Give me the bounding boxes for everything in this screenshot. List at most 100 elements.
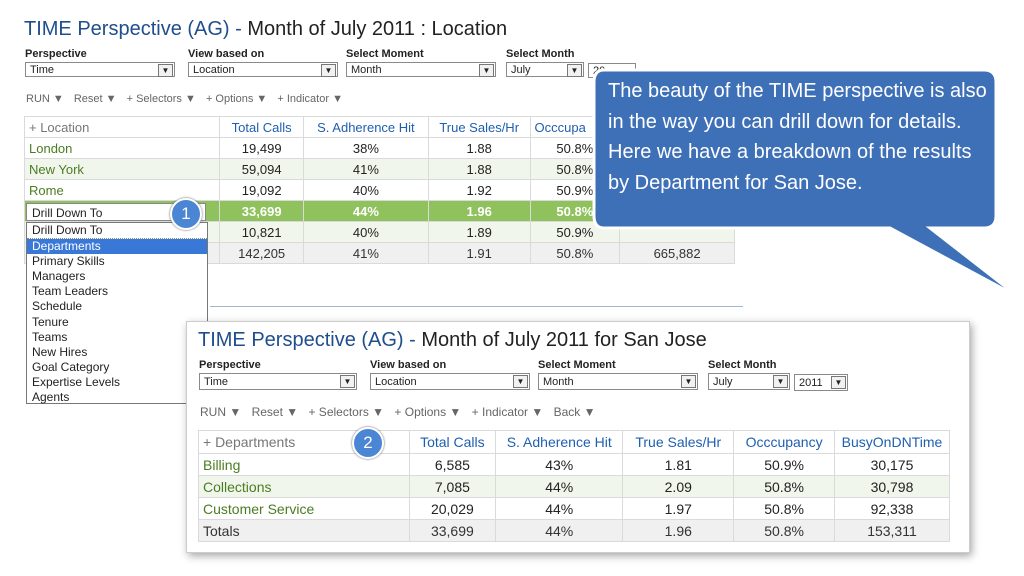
cell: 44%	[495, 475, 624, 498]
cell: 2.09	[622, 475, 735, 498]
panel-title: TIME Perspective (AG) - Month of July 20…	[198, 329, 707, 352]
selectors-menu[interactable]: + Selectors ▼	[126, 93, 196, 105]
cell: 44%	[495, 497, 624, 520]
run-menu[interactable]: RUN ▼	[26, 93, 64, 105]
options-menu[interactable]: + Options ▼	[205, 93, 268, 105]
cell: 1.89	[427, 221, 531, 243]
reset-menu[interactable]: Reset ▼	[251, 405, 299, 419]
cell: 44%	[302, 200, 429, 222]
cell: 20,029	[408, 497, 497, 520]
cell: 50.8%	[733, 475, 835, 498]
cell: 50.9%	[733, 453, 835, 476]
moment-select[interactable]: Month ▼	[538, 373, 698, 390]
list-item[interactable]: Managers	[32, 269, 86, 284]
list-item[interactable]: New Hires	[32, 344, 88, 359]
month-selector: Select Month July ▼	[506, 48, 584, 77]
list-item[interactable]: Primary Skills	[32, 254, 105, 269]
run-menu[interactable]: RUN ▼	[200, 405, 242, 419]
column-header[interactable]: True Sales/Hr	[622, 430, 735, 454]
view-selector: View based on Location ▼	[188, 48, 338, 77]
column-header[interactable]: S. Adherence Hit	[495, 430, 624, 454]
perspective-selector: Perspective Time ▼	[199, 359, 357, 390]
moment-label: Select Moment	[538, 359, 616, 371]
table-row[interactable]: Customer Service 20,029 44% 1.97 50.8% 9…	[198, 497, 951, 520]
list-item[interactable]: Drill Down To	[27, 223, 207, 240]
row-name[interactable]: Collections	[198, 475, 410, 498]
chevron-down-icon: ▼	[831, 376, 846, 389]
moment-selector: Select Moment Month ▼	[346, 48, 496, 77]
back-menu[interactable]: Back ▼	[553, 405, 596, 419]
perspective-select[interactable]: Time ▼	[25, 62, 175, 77]
cell: 1.88	[427, 137, 531, 159]
cell: 1.96	[622, 519, 735, 542]
indicator-menu[interactable]: + Indicator ▼	[471, 405, 544, 419]
moment-select[interactable]: Month ▼	[346, 62, 496, 77]
cell: 7,085	[408, 475, 497, 498]
selectors-menu[interactable]: + Selectors ▼	[308, 405, 385, 419]
drill-down-list: Drill Down To Departments Primary Skills…	[26, 222, 208, 404]
row-name[interactable]: London	[23, 137, 221, 159]
table-header: + Departments Total Calls S. Adherence H…	[198, 430, 951, 454]
step-badge-1: 1	[170, 198, 202, 230]
row-name[interactable]: Rome	[23, 179, 221, 201]
indicator-menu[interactable]: + Indicator ▼	[277, 93, 343, 105]
cell: 1.88	[427, 158, 531, 180]
perspective-select[interactable]: Time ▼	[199, 373, 357, 390]
list-item[interactable]: Teams	[32, 329, 68, 344]
table-row[interactable]: Billing 6,585 43% 1.81 50.9% 30,175	[198, 453, 951, 476]
list-item[interactable]: Team Leaders	[32, 284, 109, 299]
table-row[interactable]: Collections 7,085 44% 2.09 50.8% 30,798	[198, 475, 951, 498]
month-select[interactable]: July ▼	[506, 62, 584, 77]
column-header[interactable]: True Sales/Hr	[427, 116, 531, 138]
chevron-down-icon: ▼	[513, 375, 528, 388]
cell: 38%	[302, 137, 429, 159]
moment-label: Select Moment	[346, 48, 424, 60]
list-item[interactable]: Agents	[32, 390, 70, 405]
list-item-selected[interactable]: Departments	[27, 239, 207, 255]
drill-down-select[interactable]: Drill Down To	[26, 203, 206, 221]
chevron-down-icon: ▼	[479, 64, 494, 77]
san-jose-panel: TIME Perspective (AG) - Month of July 20…	[186, 321, 970, 553]
list-item[interactable]: Expertise Levels	[32, 374, 121, 389]
title-prefix: TIME Perspective (AG) -	[198, 329, 416, 351]
perspective-selector: Perspective Time ▼	[25, 48, 175, 77]
view-select[interactable]: Location ▼	[370, 373, 530, 390]
column-header[interactable]: Total Calls	[408, 430, 497, 454]
cell: 1.92	[427, 179, 531, 201]
row-name[interactable]: New York	[23, 158, 221, 180]
column-header[interactable]: Occcupancy	[733, 430, 835, 454]
cell: 19,499	[219, 137, 304, 159]
cell: 1.97	[622, 497, 735, 520]
list-item[interactable]: Tenure	[32, 314, 69, 329]
page-title: TIME Perspective (AG) - Month of July 20…	[24, 18, 507, 41]
month-label: Select Month	[506, 48, 575, 60]
view-select[interactable]: Location ▼	[188, 62, 338, 77]
column-header[interactable]: S. Adherence Hit	[302, 116, 429, 138]
cell: 33,699	[219, 200, 304, 222]
chevron-down-icon: ▼	[773, 375, 788, 388]
table-row-totals: Totals 33,699 44% 1.96 50.8% 153,311	[198, 519, 951, 542]
row-name[interactable]: Customer Service	[198, 497, 410, 520]
cell: 44%	[495, 519, 624, 542]
toolbar: RUN ▼ Reset ▼ + Selectors ▼ + Options ▼ …	[200, 405, 602, 419]
cell: 1.96	[427, 200, 531, 222]
cell: 153,311	[833, 519, 951, 542]
callout-shape	[592, 68, 1021, 300]
reset-menu[interactable]: Reset ▼	[73, 93, 117, 105]
column-header[interactable]: Total Calls	[219, 116, 304, 138]
row-name[interactable]: Billing	[198, 453, 410, 476]
column-header[interactable]: + Location	[23, 116, 221, 138]
cell: 665,882	[619, 242, 735, 264]
year-select[interactable]: 2011 ▼	[794, 374, 848, 391]
column-header[interactable]: BusyOnDNTime	[833, 430, 951, 454]
view-selector: View based on Location ▼	[370, 359, 530, 390]
month-label: Select Month	[708, 359, 777, 371]
list-item[interactable]: Schedule	[32, 299, 83, 314]
options-menu[interactable]: + Options ▼	[394, 405, 462, 419]
list-item[interactable]: Goal Category	[32, 359, 110, 374]
month-selector: Select Month July ▼	[708, 359, 790, 390]
chevron-down-icon: ▼	[567, 64, 582, 77]
title-main: Month of July 2011 : Location	[247, 18, 508, 40]
month-select[interactable]: July ▼	[708, 373, 790, 390]
view-label: View based on	[188, 48, 265, 60]
